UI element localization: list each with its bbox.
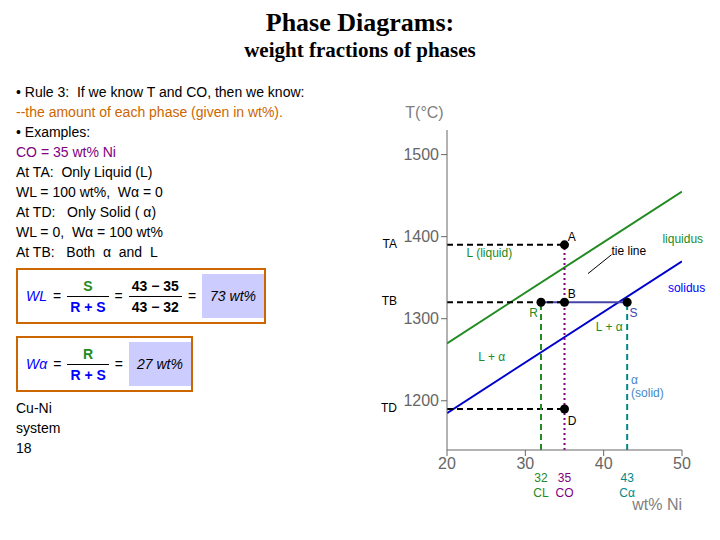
svg-text:1300: 1300	[403, 310, 439, 327]
html-text:WL = 100 wt%, Wα = 0: WL = 100 wt%, Wα = 0	[16, 184, 163, 200]
svg-text:50: 50	[673, 455, 691, 472]
svg-text:liquidus: liquidus	[662, 232, 703, 246]
svg-text:R: R	[529, 306, 538, 320]
svg-text:L + α: L + α	[596, 320, 623, 334]
html-text:• Rule 3: If we know T and CO,: • Rule 3: If we know T and CO, then we k…	[16, 84, 305, 100]
html-text:WL: WL	[26, 288, 47, 304]
svg-text:CL: CL	[533, 486, 549, 500]
svg-text:D: D	[568, 414, 577, 428]
svg-text:1400: 1400	[403, 228, 439, 245]
html-text:Phase Diagrams:: Phase Diagrams:	[265, 8, 455, 37]
html-text:At TD: Only Solid ( α): At TD: Only Solid ( α)	[16, 204, 157, 220]
svg-text:TA: TA	[383, 237, 397, 251]
svg-text:35: 35	[558, 471, 572, 485]
svg-text:1500: 1500	[403, 146, 439, 163]
html-text:At TA: Only Liquid (L): At TA: Only Liquid (L)	[16, 164, 153, 180]
svg-text:A: A	[568, 230, 576, 244]
html-text:weight fractions of phases: weight fractions of phases	[244, 38, 476, 62]
svg-text:TD: TD	[381, 401, 397, 415]
html-text:R + S: R + S	[70, 366, 106, 383]
svg-text:solidus: solidus	[668, 281, 705, 295]
svg-text:20: 20	[438, 455, 456, 472]
html-text:At TB: Both α and L: At TB: Both α and L	[16, 244, 158, 260]
svg-text:α(solid): α(solid)	[631, 373, 664, 400]
svg-text:Cα: Cα	[619, 486, 635, 500]
svg-text:1200: 1200	[403, 392, 439, 409]
svg-text:30: 30	[516, 455, 534, 472]
html-text:27 wt%: 27 wt%	[137, 356, 183, 372]
html-text:73 wt%: 73 wt%	[210, 288, 256, 304]
html-text:43 − 32: 43 − 32	[131, 298, 179, 315]
html-text:CO = 35 wt% Ni: CO = 35 wt% Ni	[16, 144, 116, 160]
svg-text:TB: TB	[382, 294, 397, 308]
svg-text:B: B	[568, 287, 576, 301]
svg-text:wt% Ni: wt% Ni	[631, 496, 682, 513]
html-text:R: R	[83, 345, 94, 362]
html-text:• Examples:: • Examples:	[16, 124, 91, 140]
svg-text:S: S	[630, 306, 638, 320]
svg-text:T(°C): T(°C)	[405, 104, 443, 121]
html-text:Cu-Ni system: Cu-Ni system	[16, 400, 61, 436]
svg-text:32: 32	[534, 471, 548, 485]
svg-text:L (liquid): L (liquid)	[467, 246, 513, 260]
svg-text:tie line: tie line	[612, 244, 647, 258]
html-text:WL = 0, Wα = 100 wt%: WL = 0, Wα = 100 wt%	[16, 224, 163, 240]
html-text:R + S: R + S	[70, 298, 106, 315]
svg-text:43: 43	[620, 471, 634, 485]
html-text:--the amount of each phase (gi: --the amount of each phase (given in wt%…	[16, 104, 283, 120]
html-text:S: S	[83, 277, 93, 294]
svg-text:40: 40	[595, 455, 613, 472]
svg-text:CO: CO	[556, 486, 574, 500]
html-text:43 − 35: 43 − 35	[131, 277, 179, 294]
html-text:18: 18	[16, 440, 32, 456]
html-text:Wα =: Wα =	[26, 356, 62, 372]
svg-text:L + α: L + α	[478, 350, 505, 364]
